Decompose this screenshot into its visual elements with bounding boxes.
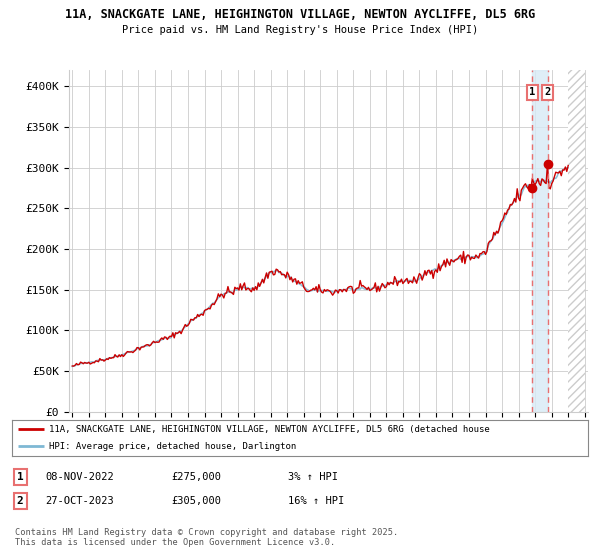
Text: 1: 1 [529, 87, 535, 97]
Text: 27-OCT-2023: 27-OCT-2023 [45, 496, 114, 506]
Text: 2: 2 [17, 496, 23, 506]
Text: 08-NOV-2022: 08-NOV-2022 [45, 472, 114, 482]
Text: 1: 1 [17, 472, 23, 482]
Text: 16% ↑ HPI: 16% ↑ HPI [288, 496, 344, 506]
Text: 3% ↑ HPI: 3% ↑ HPI [288, 472, 338, 482]
Text: 11A, SNACKGATE LANE, HEIGHINGTON VILLAGE, NEWTON AYCLIFFE, DL5 6RG (detached hou: 11A, SNACKGATE LANE, HEIGHINGTON VILLAGE… [49, 424, 490, 433]
Text: £305,000: £305,000 [171, 496, 221, 506]
Text: HPI: Average price, detached house, Darlington: HPI: Average price, detached house, Darl… [49, 442, 296, 451]
Text: Price paid vs. HM Land Registry's House Price Index (HPI): Price paid vs. HM Land Registry's House … [122, 25, 478, 35]
Text: Contains HM Land Registry data © Crown copyright and database right 2025.
This d: Contains HM Land Registry data © Crown c… [15, 528, 398, 547]
Bar [532, 70, 548, 412]
Bar [568, 70, 584, 412]
Text: 11A, SNACKGATE LANE, HEIGHINGTON VILLAGE, NEWTON AYCLIFFE, DL5 6RG: 11A, SNACKGATE LANE, HEIGHINGTON VILLAGE… [65, 8, 535, 21]
Text: 2: 2 [544, 87, 551, 97]
Bar [568, 70, 584, 412]
Text: £275,000: £275,000 [171, 472, 221, 482]
